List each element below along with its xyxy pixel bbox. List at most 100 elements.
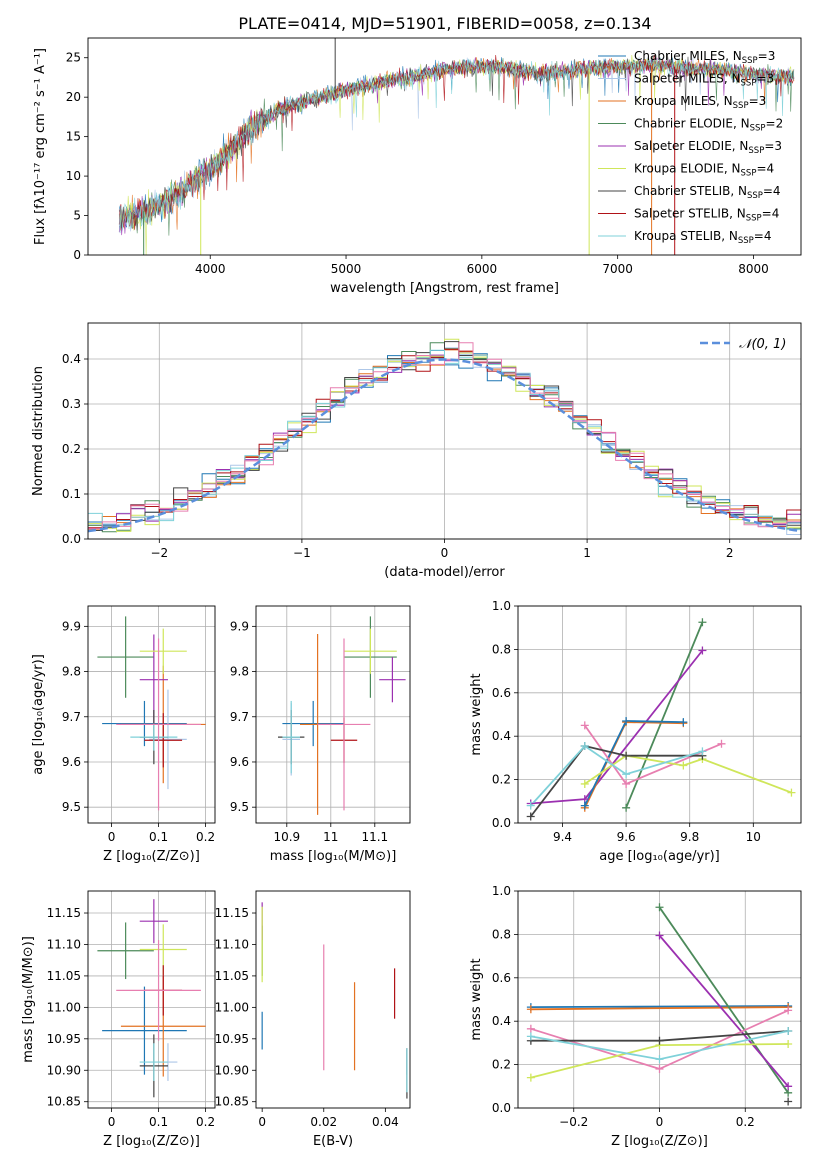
y-axis-label: mass [log₁₀(M/M⊙)] <box>21 936 36 1063</box>
plot-area <box>97 899 206 1098</box>
x-axis-label: wavelength [Angstrom, rest frame] <box>330 281 559 296</box>
x-tick-label: 9.4 <box>553 830 572 844</box>
y-tick-label: 0.3 <box>62 397 81 411</box>
mass-weight-marker <box>526 1073 535 1082</box>
y-tick-label: 9.6 <box>230 755 249 769</box>
mass-weight-marker <box>784 1006 793 1015</box>
y-tick-label: 9.5 <box>62 800 81 814</box>
mass-weight-marker <box>526 1024 535 1033</box>
panel-spectrum: 4000 5000 6000 7000 8000 0 5 10 15 20 25 wavelength… <box>33 37 802 296</box>
y-tick-label: 11.15 <box>215 906 249 920</box>
x-tick-label: 11 <box>323 830 338 844</box>
mass-weight-marker <box>622 779 631 788</box>
y-tick-label: 20 <box>66 90 81 104</box>
y-tick-label: 9.9 <box>230 619 249 633</box>
mass-weight-line <box>658 934 789 1087</box>
y-tick-label: 0.0 <box>62 532 81 546</box>
y-tick-label: 11.10 <box>215 937 249 951</box>
mass-weight-line <box>530 1005 789 1008</box>
spectrum-line <box>118 57 795 234</box>
y-tick-label: 11.15 <box>47 906 81 920</box>
x-tick-label: −2 <box>150 546 168 560</box>
plot-area <box>261 902 408 1099</box>
x-tick-label: 0 <box>108 830 116 844</box>
y-tick-label: 0.8 <box>492 642 511 656</box>
x-tick-label: 10.9 <box>273 830 300 844</box>
legend-entry: 𝒩(0, 1) <box>739 337 786 352</box>
panel-residuals: −2 −1 0 1 2 0.0 0.1 0.2 0.3 0.4 (data-model)/error… <box>31 322 802 580</box>
x-axis-label: Z [log₁₀(Z/Z⊙)] <box>103 849 200 864</box>
y-tick-label: 0.4 <box>492 1014 511 1028</box>
axes-frame <box>255 890 411 1109</box>
y-tick-label: 10.90 <box>215 1063 249 1077</box>
y-tick-label: 25 <box>66 51 81 65</box>
y-tick-label: 0.2 <box>492 773 511 787</box>
x-tick-label: 9.8 <box>680 830 699 844</box>
y-tick-label: 0.2 <box>492 1058 511 1072</box>
axes-frame <box>255 605 411 824</box>
mass-weight-line <box>625 621 704 809</box>
y-tick-label: 0 <box>73 248 81 262</box>
y-tick-label: 0.0 <box>492 1101 511 1115</box>
plot-area <box>97 616 206 811</box>
mass-weight-line <box>530 649 704 805</box>
x-tick-label: 5000 <box>331 262 362 276</box>
x-tick-label: 7000 <box>602 262 633 276</box>
mass-weight-marker <box>784 1026 793 1035</box>
y-tick-label: 0.1 <box>62 487 81 501</box>
legend-entry: Chabrier ELODIE, NSSP=2 <box>634 117 783 134</box>
x-tick-label: 0.2 <box>196 830 215 844</box>
y-tick-label: 0.4 <box>62 352 81 366</box>
x-tick-label: −1 <box>293 546 311 560</box>
x-tick-label: 0.2 <box>196 1115 215 1129</box>
mass-weight-line <box>583 721 684 809</box>
y-tick-label: 0.4 <box>492 729 511 743</box>
x-axis-label: (data-model)/error <box>384 565 505 580</box>
y-tick-label: 5 <box>73 209 81 223</box>
axes-frame <box>87 605 216 824</box>
x-tick-label: 0 <box>656 1115 664 1129</box>
x-tick-label: 4000 <box>195 262 226 276</box>
x-tick-label: 1 <box>583 546 591 560</box>
mass-weight-marker <box>622 717 631 726</box>
residual-histogram <box>88 349 801 531</box>
panel-mass_weight_vs_age: 9.4 9.6 9.8 10 0.0 0.2 0.4 0.6 0.8 1.0 age [log₁₀(… <box>469 599 802 864</box>
x-axis-label: Z [log₁₀(Z/Z⊙)] <box>103 1134 200 1149</box>
mass-weight-marker <box>655 931 664 940</box>
mass-weight-marker <box>526 1005 535 1014</box>
y-tick-label: 10.85 <box>215 1095 249 1109</box>
x-tick-label: 0.04 <box>372 1115 399 1129</box>
y-axis-label: mass weight <box>469 958 484 1040</box>
mass-weight-line <box>530 1006 789 1011</box>
spectrum-line <box>118 54 795 231</box>
axes-frame <box>517 890 802 1109</box>
y-axis-label: mass weight <box>469 673 484 755</box>
mass-weight-marker <box>580 741 589 750</box>
plot-area <box>88 338 801 535</box>
y-tick-label: 0.0 <box>492 816 511 830</box>
mass-weight-marker <box>622 803 631 812</box>
x-tick-label: 0 <box>258 1115 266 1129</box>
x-tick-label: 9.6 <box>617 830 636 844</box>
panel-mass_vs_ebv: 0 0.02 0.04 10.85 10.90 10.95 11.00 11.05 11.10 1… <box>215 890 411 1149</box>
mass-weight-marker <box>655 1055 664 1064</box>
mass-weight-marker <box>526 801 535 810</box>
y-tick-label: 11.05 <box>215 969 249 983</box>
y-tick-label: 9.6 <box>62 755 81 769</box>
y-tick-label: 9.9 <box>62 619 81 633</box>
y-tick-label: 11.00 <box>47 1000 81 1014</box>
x-tick-label: 2 <box>726 546 734 560</box>
y-tick-label: 9.8 <box>62 665 81 679</box>
y-tick-label: 0.6 <box>492 971 511 985</box>
mass-weight-line <box>530 744 703 807</box>
mass-weight-marker <box>526 812 535 821</box>
mass-weight-marker <box>655 903 664 912</box>
legend-entry: Salpeter STELIB, NSSP=4 <box>634 207 779 224</box>
y-tick-label: 9.7 <box>230 710 249 724</box>
y-tick-label: 10.95 <box>47 1032 81 1046</box>
residual-histogram <box>88 342 801 530</box>
x-tick-label: 10 <box>746 830 761 844</box>
y-tick-label: 10.90 <box>47 1063 81 1077</box>
figure-title: PLATE=0414, MJD=51901, FIBERID=0058, z=0… <box>238 14 651 33</box>
